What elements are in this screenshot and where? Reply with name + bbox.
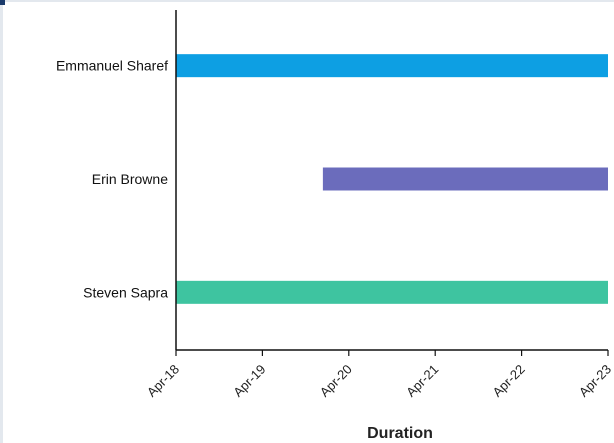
x-ticks-group: Apr-18 Apr-19 Apr-20 Apr-21 Apr-22 Apr-23 (144, 350, 614, 400)
x-tick-label: Apr-19 (230, 362, 268, 400)
category-label: Erin Browne (92, 171, 168, 187)
x-tick-label: Apr-23 (576, 362, 614, 400)
gantt-bar-steven-sapra[interactable] (176, 280, 608, 304)
bars-group (176, 54, 608, 304)
x-axis-title: Duration (367, 425, 433, 442)
corner-accent (0, 0, 5, 5)
x-tick-label: Apr-18 (144, 362, 182, 400)
category-label: Emmanuel Sharef (56, 58, 168, 74)
gantt-bar-emmanuel-sharef[interactable] (176, 54, 608, 78)
x-tick-label: Apr-21 (403, 362, 441, 400)
y-labels-group: Emmanuel Sharef Erin Browne Steven Sapra (56, 58, 168, 301)
category-label: Steven Sapra (83, 284, 168, 300)
x-tick-label: Apr-20 (317, 362, 355, 400)
gantt-bar-erin-browne[interactable] (322, 167, 608, 191)
x-tick-label: Apr-22 (490, 362, 528, 400)
